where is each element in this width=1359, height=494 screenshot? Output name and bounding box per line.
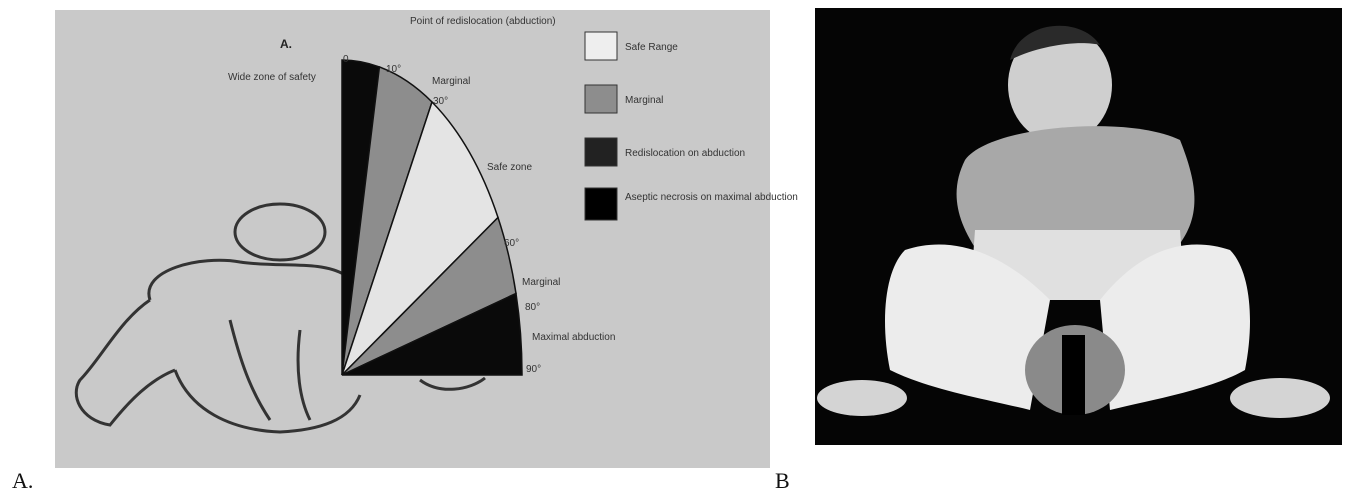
redislocation-note: Point of redislocation (abduction) — [410, 16, 556, 27]
panel-heading: A. — [280, 37, 292, 51]
panel-caption: B — [775, 468, 790, 493]
angle-label: 90° — [526, 364, 541, 375]
legend-label: Aseptic necrosis on maximal abduction — [625, 192, 798, 203]
callout: Marginal — [432, 76, 470, 87]
angle-label: 10° — [386, 64, 401, 75]
angle-label: 30° — [433, 96, 448, 107]
angle-label: 60° — [504, 238, 519, 249]
zone-note: Wide zone of safety — [228, 72, 316, 83]
legend-label: Redislocation on abduction — [625, 148, 745, 159]
panel-caption: A. — [12, 468, 33, 493]
legend-swatch — [585, 188, 617, 220]
legend-label: Safe Range — [625, 42, 678, 53]
callout: Marginal — [522, 277, 560, 288]
angle-label: 0 — [343, 54, 349, 65]
legend-swatch — [585, 85, 617, 113]
legend-label: Marginal — [625, 95, 663, 106]
legend-swatch — [585, 138, 617, 166]
figure: A. Wide zone of safety Point of redisloc… — [0, 0, 1359, 494]
callout: Safe zone — [487, 162, 532, 173]
callout: Maximal abduction — [532, 332, 615, 343]
angle-label: 80° — [525, 302, 540, 313]
legend-swatch — [585, 32, 617, 60]
